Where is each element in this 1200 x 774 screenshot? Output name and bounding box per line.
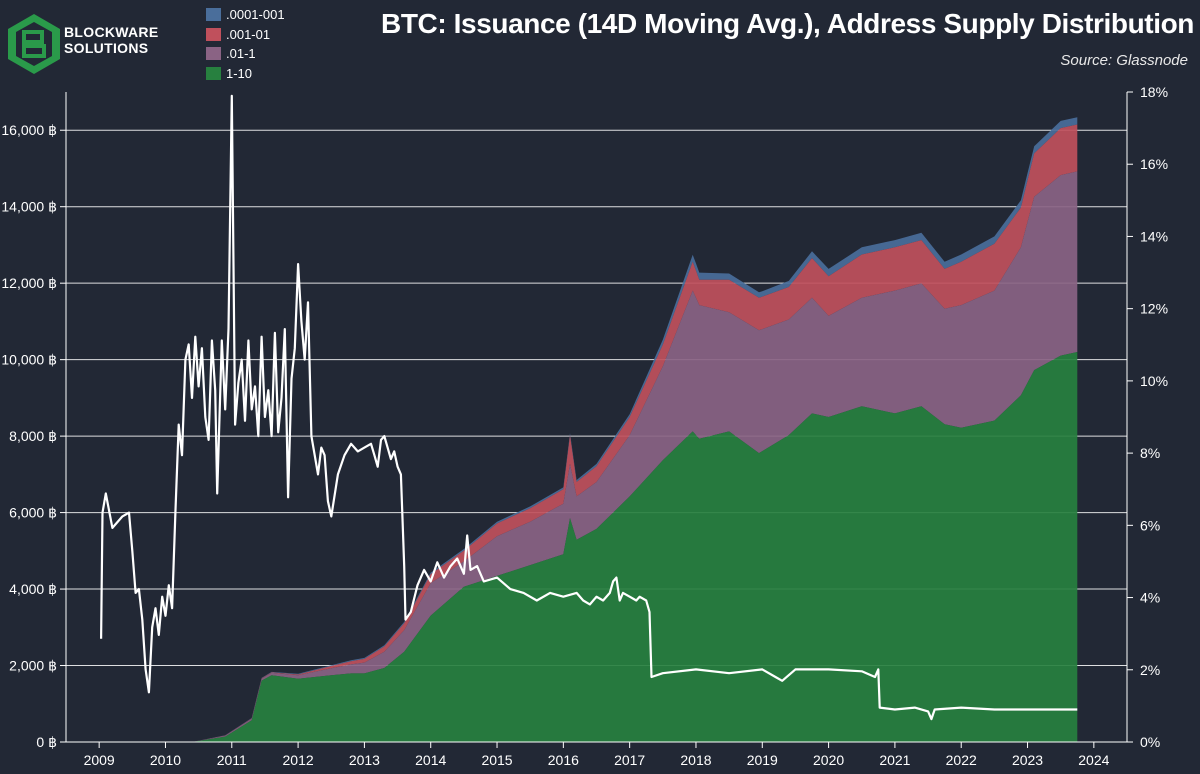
x-tick-label: 2019	[747, 752, 778, 768]
left-tick-label: 2,000 ฿	[9, 658, 57, 674]
left-tick-label: 16,000 ฿	[1, 122, 57, 138]
x-tick-label: 2023	[1012, 752, 1043, 768]
right-tick-label: 4%	[1140, 590, 1160, 606]
legend-label: 1-10	[226, 65, 253, 81]
issuance-line-group	[100, 94, 1078, 721]
x-tick-label: 2010	[150, 752, 181, 768]
x-tick-label: 2009	[84, 752, 115, 768]
right-tick-label: 16%	[1140, 156, 1168, 172]
x-tick-label: 2015	[481, 752, 512, 768]
right-tick-label: 12%	[1140, 301, 1168, 317]
right-tick-label: 14%	[1140, 228, 1168, 244]
issuance-line	[100, 94, 1078, 721]
x-tick-label: 2011	[217, 752, 247, 768]
blockware-logo-icon	[8, 14, 60, 74]
x-tick-label: 2021	[879, 752, 910, 768]
x-tick-label: 2014	[415, 752, 446, 768]
legend-swatch	[206, 47, 221, 61]
x-tick-label: 2013	[349, 752, 380, 768]
right-tick-label: 8%	[1140, 445, 1160, 461]
legend-swatch	[206, 66, 221, 80]
brand-name: BLOCKWARE SOLUTIONS	[64, 24, 158, 56]
header: BLOCKWARE SOLUTIONS .0001-001 .001-01 .0…	[0, 0, 1200, 90]
left-tick-label: 8,000 ฿	[9, 428, 57, 444]
chart-source: Source: Glassnode	[1060, 52, 1188, 69]
right-tick-label: 18%	[1140, 84, 1168, 100]
right-tick-label: 6%	[1140, 517, 1160, 533]
x-tick-label: 2016	[548, 752, 579, 768]
legend-item: .0001-001	[206, 5, 285, 25]
right-tick-label: 10%	[1140, 373, 1168, 389]
chart-legend: .0001-001 .001-01 .01-1 1-10	[206, 5, 285, 83]
brand-line-1: BLOCKWARE	[64, 24, 159, 40]
legend-item: .001-01	[206, 25, 285, 45]
left-tick-label: 0 ฿	[36, 734, 57, 750]
legend-item: 1-10	[206, 64, 285, 84]
left-tick-label: 6,000 ฿	[9, 505, 57, 521]
legend-label: .001-01	[226, 26, 271, 42]
chart-title: BTC: Issuance (14D Moving Avg.), Address…	[381, 8, 1194, 39]
right-tick-label: 0%	[1140, 734, 1160, 750]
stacked-areas	[192, 117, 1078, 743]
right-tick-label: 2%	[1140, 662, 1160, 678]
left-tick-label: 10,000 ฿	[1, 352, 57, 368]
left-tick-label: 12,000 ฿	[1, 275, 57, 291]
legend-swatch	[206, 8, 221, 22]
x-tick-label: 2024	[1078, 752, 1109, 768]
x-tick-label: 2018	[680, 752, 711, 768]
left-tick-label: 14,000 ฿	[1, 199, 57, 215]
legend-swatch	[206, 27, 221, 41]
legend-label: .0001-001	[226, 7, 285, 22]
area-series	[192, 171, 1078, 742]
left-tick-label: 4,000 ฿	[9, 581, 57, 597]
area-series	[192, 124, 1078, 742]
x-tick-label: 2012	[283, 752, 314, 768]
legend-label: .01-1	[226, 46, 256, 61]
legend-item: .01-1	[206, 44, 285, 64]
area-series	[192, 352, 1078, 742]
x-tick-label: 2017	[614, 752, 645, 768]
brand-line-2: SOLUTIONS	[64, 40, 149, 56]
axes: 0 ฿ 2,000 ฿ 4,000 ฿ 6,000 ฿ 8,000 ฿ 10,000 ฿ 1…	[1, 84, 1168, 768]
x-tick-label: 2020	[813, 752, 844, 768]
x-tick-label: 2022	[946, 752, 977, 768]
